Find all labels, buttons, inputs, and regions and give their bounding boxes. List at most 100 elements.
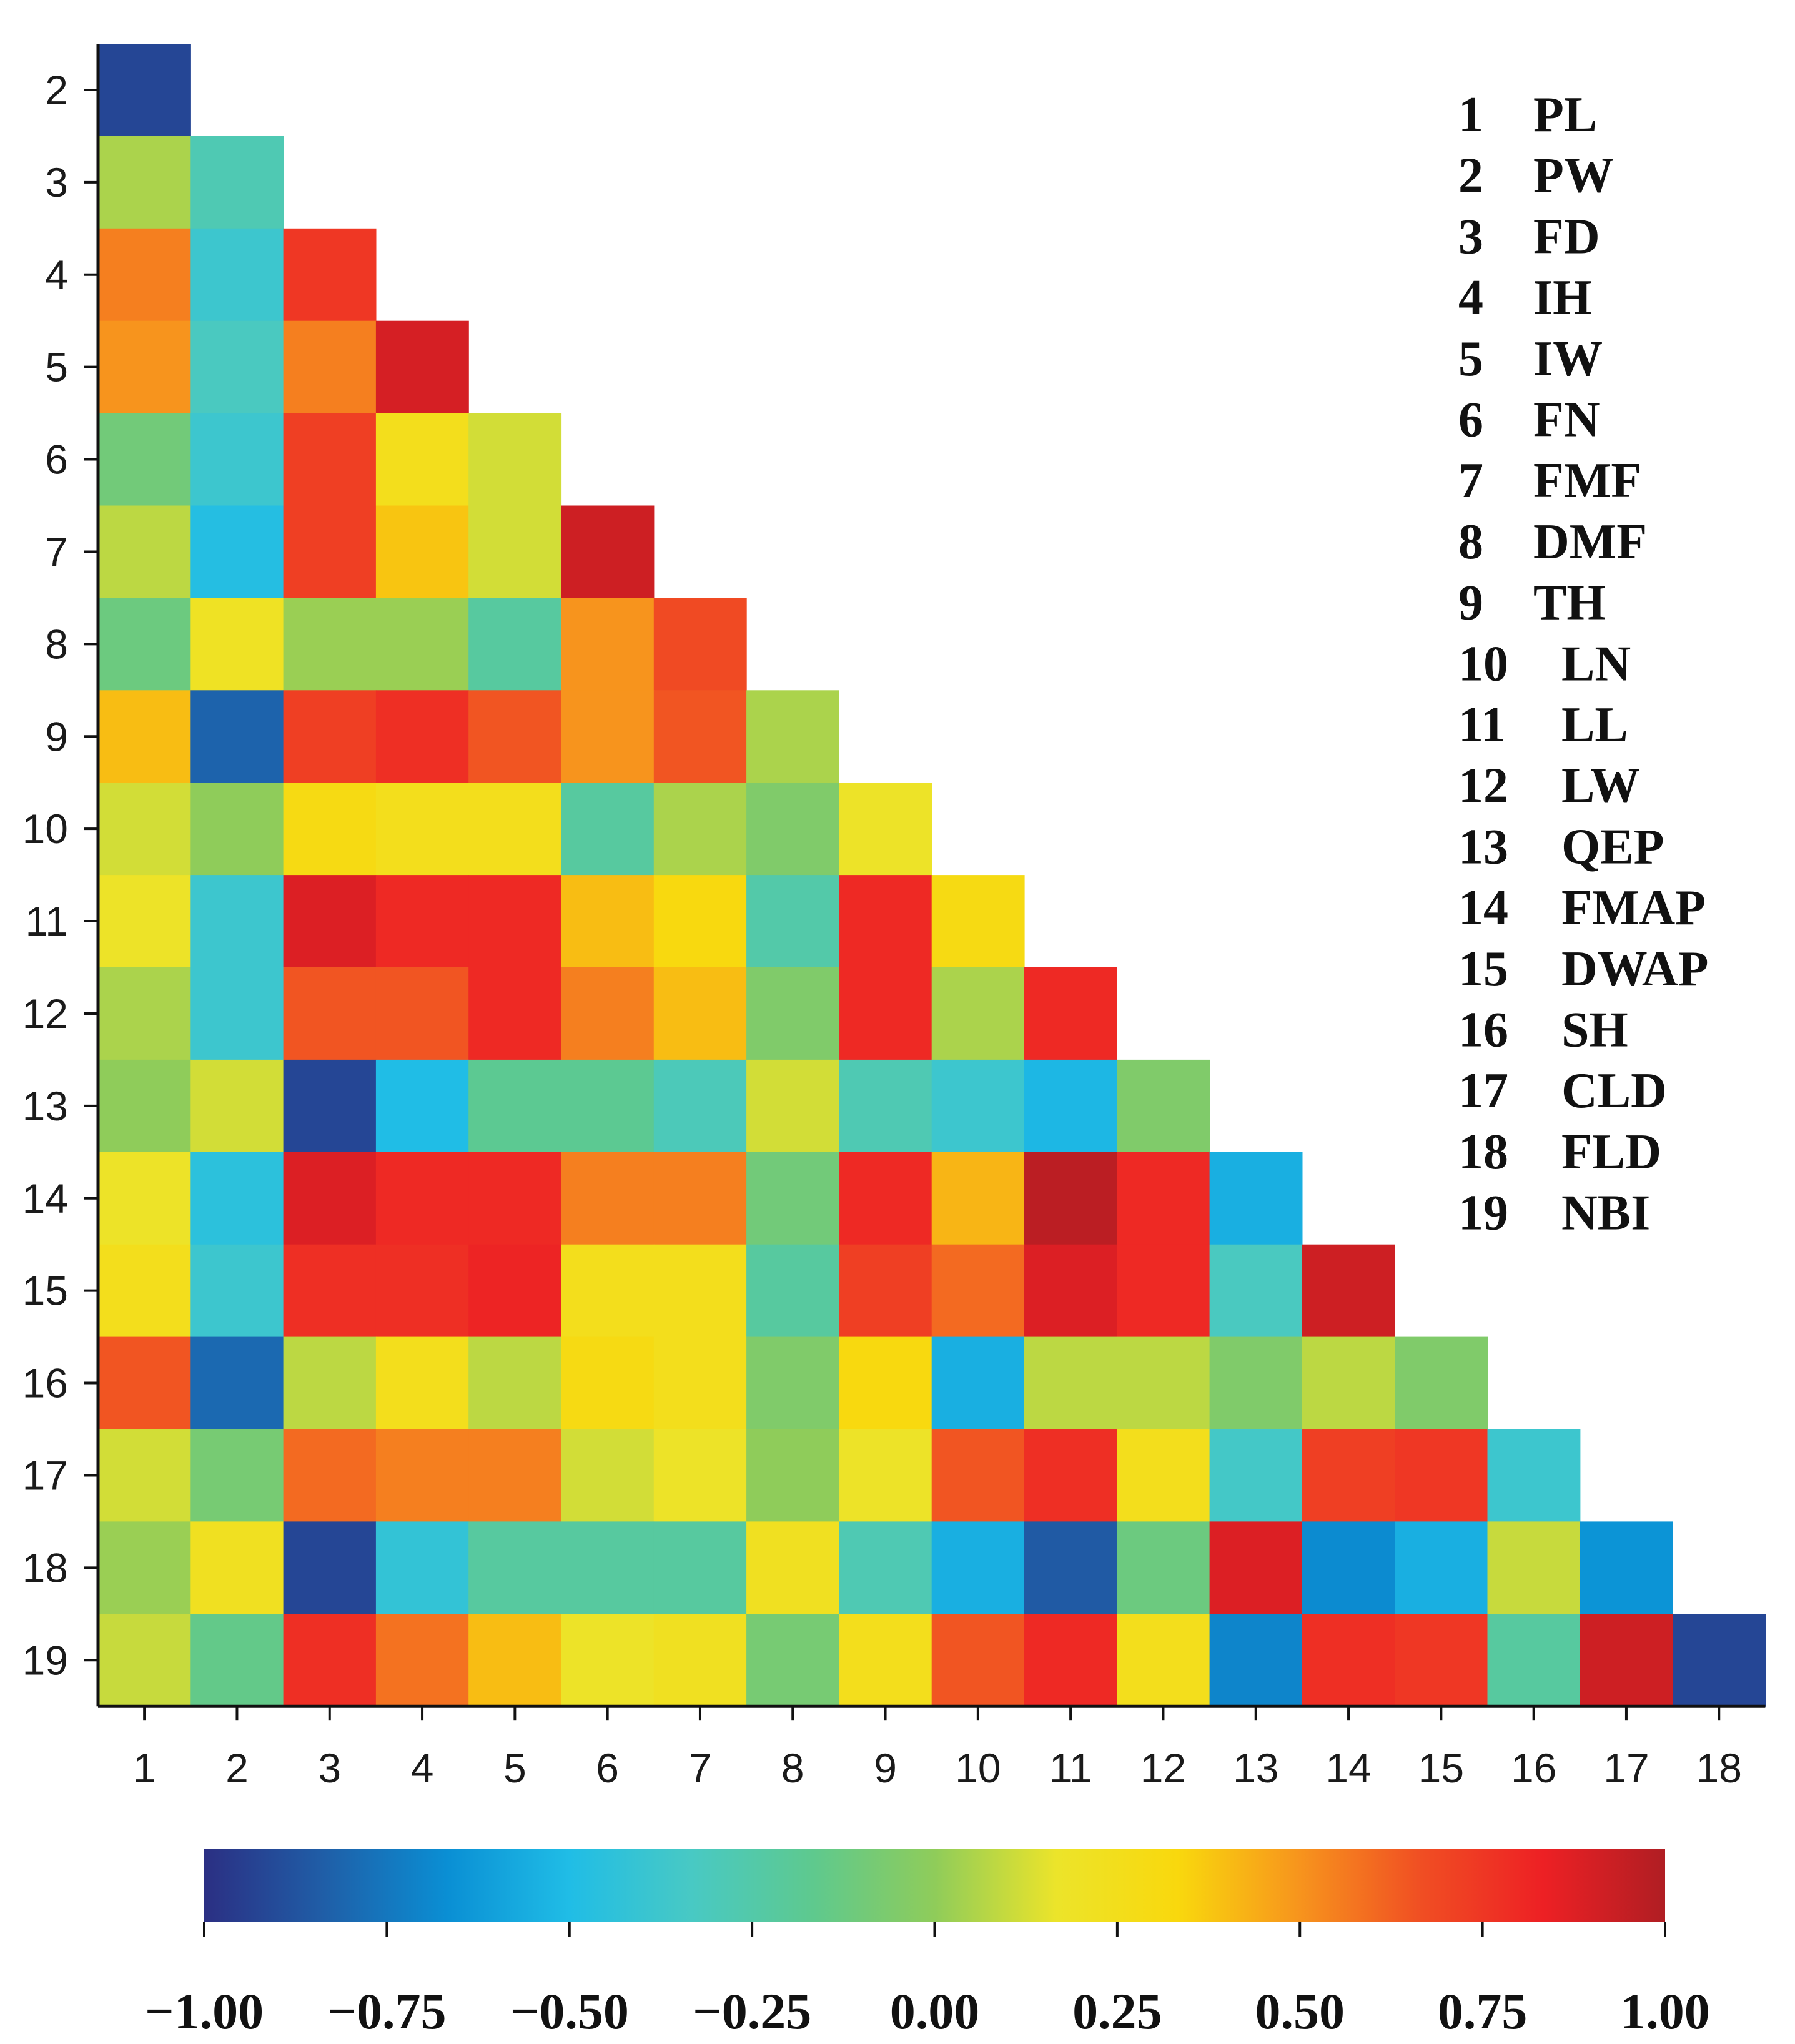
heatmap-cell-r18-c9 xyxy=(839,1521,932,1614)
heatmap-cell-r10-c9 xyxy=(839,783,932,876)
heatmap-cell-r8-c1 xyxy=(98,598,191,691)
heatmap-cell-r12-c3 xyxy=(283,967,377,1060)
colorbar-tick-label: 0.00 xyxy=(890,1983,980,2040)
heatmap-cell-r8-c5 xyxy=(468,598,562,691)
legend-item-abbr: FMAP xyxy=(1561,881,1706,936)
heatmap-cell-r13-c5 xyxy=(468,1059,562,1153)
x-tick-label: 7 xyxy=(689,1745,712,1791)
heatmap-cell-r13-c11 xyxy=(1024,1059,1117,1153)
legend-item-abbr: NBI xyxy=(1561,1186,1650,1241)
heatmap-cell-r16-c1 xyxy=(98,1336,191,1430)
heatmap-cell-r5-c1 xyxy=(98,320,191,414)
heatmap-cell-r18-c2 xyxy=(190,1521,284,1614)
heatmap-cell-r10-c5 xyxy=(468,783,562,876)
heatmap-cell-r19-c2 xyxy=(190,1614,284,1707)
heatmap-cell-r5-c4 xyxy=(375,320,469,414)
heatmap-cell-r12-c7 xyxy=(653,967,747,1060)
heatmap-cell-r16-c10 xyxy=(931,1336,1025,1430)
heatmap-cell-r16-c8 xyxy=(746,1336,839,1430)
x-tick-label: 2 xyxy=(225,1745,249,1791)
heatmap-cell-r17-c9 xyxy=(839,1429,932,1522)
heatmap-cell-r10-c2 xyxy=(190,783,284,876)
x-tick-label: 11 xyxy=(1049,1745,1092,1791)
y-tick-label: 9 xyxy=(45,713,68,759)
y-tick-label: 14 xyxy=(22,1175,68,1222)
legend-item-qep: 13 QEP xyxy=(1458,819,1664,874)
heatmap-cell-r11-c2 xyxy=(190,875,284,968)
heatmap-cell-r7-c5 xyxy=(468,505,562,598)
legend-item-number: 19 xyxy=(1458,1186,1508,1241)
legend-item-number: 12 xyxy=(1458,759,1508,814)
y-tick-label: 18 xyxy=(22,1544,68,1591)
heatmap-cell-r15-c1 xyxy=(98,1244,191,1338)
legend-item-fmf: 7 FMF xyxy=(1458,453,1641,508)
heatmap-cell-r4-c2 xyxy=(190,228,284,322)
heatmap-cell-r17-c4 xyxy=(375,1429,469,1522)
heatmap-cell-r14-c9 xyxy=(839,1152,932,1245)
heatmap-cell-r9-c3 xyxy=(283,690,377,783)
legend-item-number: 15 xyxy=(1458,942,1508,997)
heatmap-cell-r11-c4 xyxy=(375,875,469,968)
heatmap-cell-r14-c5 xyxy=(468,1152,562,1245)
heatmap-cell-r2-c1 xyxy=(98,44,191,137)
heatmap-cell-r16-c15 xyxy=(1395,1336,1488,1430)
colorbar-tick-label: −0.50 xyxy=(510,1983,629,2040)
y-tick-label: 5 xyxy=(45,344,68,390)
heatmap-cell-r15-c11 xyxy=(1024,1244,1117,1338)
heatmap-cell-r9-c2 xyxy=(190,690,284,783)
heatmap-cell-r4-c1 xyxy=(98,228,191,322)
heatmap-cell-r7-c4 xyxy=(375,505,469,598)
legend-item-abbr: FMF xyxy=(1533,453,1641,508)
heatmap-cell-r18-c11 xyxy=(1024,1521,1117,1614)
heatmap-cell-r13-c8 xyxy=(746,1059,839,1153)
colorbar-tick-label: 1.00 xyxy=(1620,1983,1710,2040)
legend-item-dwap: 15 DWAP xyxy=(1458,942,1709,997)
colorbar-tick-label: −0.75 xyxy=(327,1983,446,2040)
heatmap-cell-r10-c3 xyxy=(283,783,377,876)
heatmap-cell-r16-c9 xyxy=(839,1336,932,1430)
heatmap-cell-r15-c5 xyxy=(468,1244,562,1338)
colorbar-gradient xyxy=(204,1849,1665,1922)
legend-item-fmap: 14 FMAP xyxy=(1458,881,1706,936)
heatmap-cell-r6-c4 xyxy=(375,413,469,506)
heatmap-cell-r9-c4 xyxy=(375,690,469,783)
heatmap-cell-r14-c12 xyxy=(1117,1152,1210,1245)
heatmap-cell-r10-c8 xyxy=(746,783,839,876)
heatmap-cell-r9-c5 xyxy=(468,690,562,783)
colorbar-tick-label: −0.25 xyxy=(693,1983,811,2040)
heatmap-cell-r17-c3 xyxy=(283,1429,377,1522)
legend-item-abbr: TH xyxy=(1533,576,1606,631)
heatmap-cell-r13-c4 xyxy=(375,1059,469,1153)
heatmap-cell-r15-c7 xyxy=(653,1244,747,1338)
x-tick-label: 9 xyxy=(874,1745,897,1791)
heatmap-cell-r19-c14 xyxy=(1302,1614,1395,1707)
legend-item-number: 1 xyxy=(1458,87,1483,142)
heatmap-cell-r18-c13 xyxy=(1209,1521,1303,1614)
heatmap-cell-r8-c3 xyxy=(283,598,377,691)
x-tick-label: 17 xyxy=(1603,1745,1649,1791)
legend-item-abbr: CLD xyxy=(1561,1064,1667,1118)
x-tick-label: 5 xyxy=(503,1745,527,1791)
legend-item-number: 18 xyxy=(1458,1125,1508,1180)
heatmap-cell-r7-c2 xyxy=(190,505,284,598)
legend-item-abbr: SH xyxy=(1561,1003,1628,1058)
heatmap-cell-r9-c6 xyxy=(561,690,655,783)
heatmap-cell-r14-c8 xyxy=(746,1152,839,1245)
legend-item-abbr: DMF xyxy=(1533,515,1647,570)
heatmap-cell-r13-c9 xyxy=(839,1059,932,1153)
heatmap-cell-r16-c13 xyxy=(1209,1336,1303,1430)
heatmap-cell-r19-c9 xyxy=(839,1614,932,1707)
heatmap-cell-r14-c7 xyxy=(653,1152,747,1245)
y-tick-label: 2 xyxy=(45,67,68,113)
heatmap-cell-r10-c7 xyxy=(653,783,747,876)
colorbar-tick-label: 0.75 xyxy=(1438,1983,1528,2040)
heatmap-cell-r16-c12 xyxy=(1117,1336,1210,1430)
legend-item-abbr: QEP xyxy=(1561,819,1664,874)
y-tick-label: 3 xyxy=(45,159,68,205)
y-tick-label: 19 xyxy=(22,1637,68,1683)
legend-item-ln: 10 LN xyxy=(1458,636,1631,691)
heatmap-cell-r17-c2 xyxy=(190,1429,284,1522)
heatmap-cell-r12-c1 xyxy=(98,967,191,1060)
heatmap-cell-r10-c4 xyxy=(375,783,469,876)
y-tick-label: 11 xyxy=(25,898,68,944)
